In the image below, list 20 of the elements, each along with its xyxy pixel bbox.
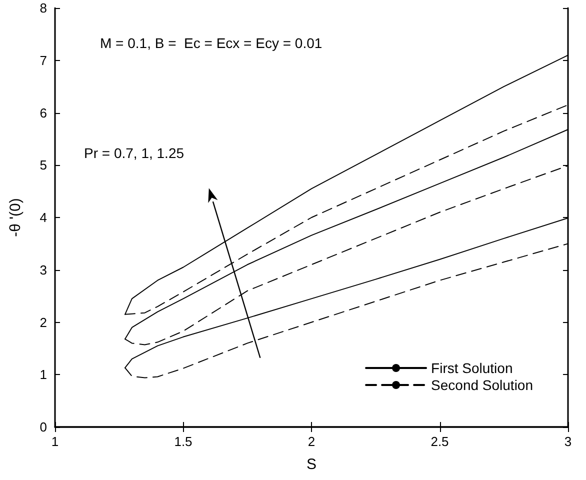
y-tick-label: 7 [40, 52, 47, 68]
y-axis-title: -θ '(0) [7, 198, 24, 237]
legend-label: First Solution [431, 360, 513, 376]
y-tick-label: 0 [40, 420, 47, 434]
x-tick-label: 3 [564, 434, 572, 449]
y-tick-label: 8 [40, 0, 47, 16]
x-axis-title: S [306, 456, 317, 473]
y-tick-label: 5 [40, 158, 47, 173]
y-tick-label: 6 [40, 105, 47, 120]
legend-label: Second Solution [431, 377, 534, 393]
y-tick-label: 4 [40, 210, 47, 225]
x-tick-label: 1.5 [174, 434, 192, 449]
y-tick-label: 3 [40, 262, 47, 278]
annotation: M = 0.1, B = Ec = Ecx = Ecy = 0.01 [100, 35, 322, 51]
annotation: Pr = 0.7, 1, 1.25 [84, 145, 184, 161]
x-tick-label: 2 [308, 434, 316, 449]
y-tick-label: 1 [40, 367, 47, 382]
x-tick-label: 2.5 [430, 434, 449, 449]
x-tick-label: 1 [51, 434, 59, 449]
y-tick-label: 2 [40, 314, 47, 330]
